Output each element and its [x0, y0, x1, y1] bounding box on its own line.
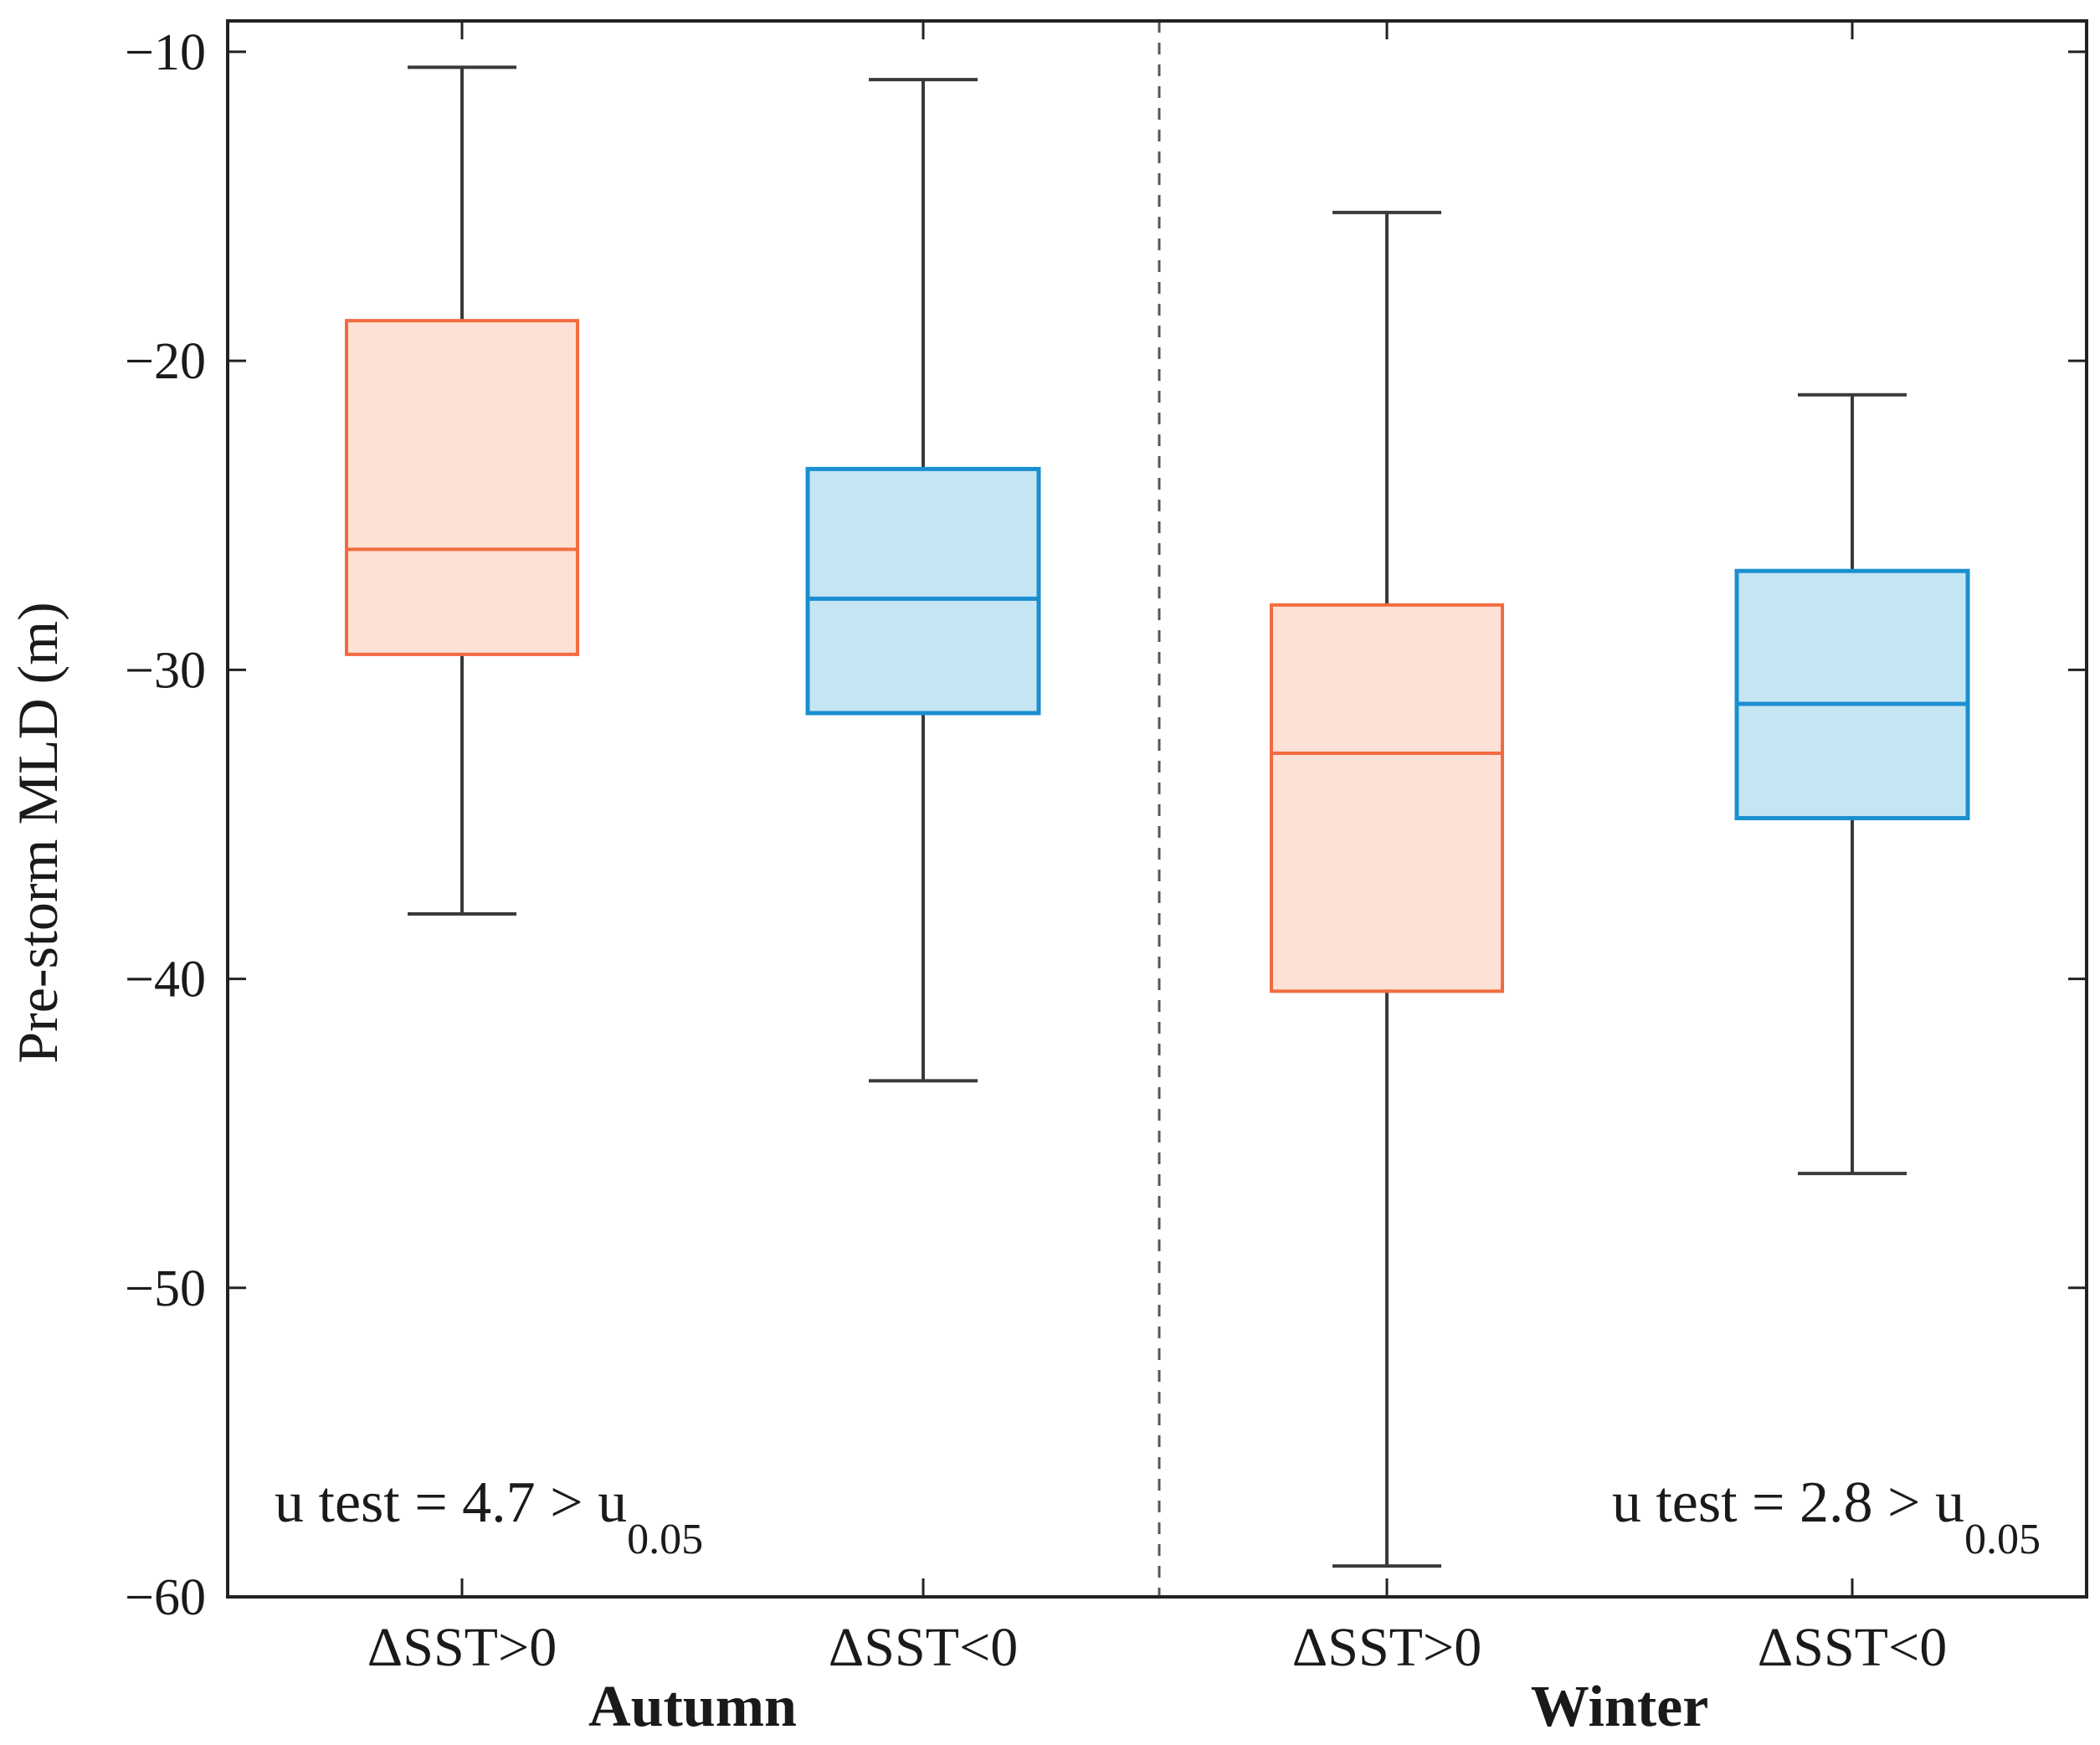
- iqr-box: [1734, 568, 1970, 821]
- y-tick-label: −50: [125, 1260, 206, 1317]
- y-tick-label: −20: [125, 333, 206, 390]
- group-label: Winter: [1531, 1675, 1709, 1739]
- x-category-label: ΔSST>0: [1292, 1617, 1481, 1678]
- y-tick-label: −40: [125, 952, 206, 1009]
- x-category-label: ΔSST>0: [367, 1617, 557, 1678]
- y-tick-label: −10: [125, 24, 206, 81]
- iqr-box: [345, 319, 579, 656]
- y-axis-label: Pre-storm MLD (m): [6, 602, 69, 1063]
- u-test-annotation: u test = 2.8 > u0.05: [1612, 1470, 2041, 1563]
- y-tick-label: −60: [125, 1569, 206, 1626]
- axes-frame: [226, 19, 2088, 1599]
- iqr-box: [1270, 603, 1504, 993]
- x-category-label: ΔSST<0: [829, 1617, 1018, 1678]
- iqr-box: [805, 466, 1041, 716]
- group-label: Autumn: [588, 1675, 797, 1739]
- x-category-label: ΔSST<0: [1758, 1617, 1947, 1678]
- y-tick-label: −30: [125, 642, 206, 699]
- u-test-annotation: u test = 4.7 > u0.05: [275, 1470, 703, 1563]
